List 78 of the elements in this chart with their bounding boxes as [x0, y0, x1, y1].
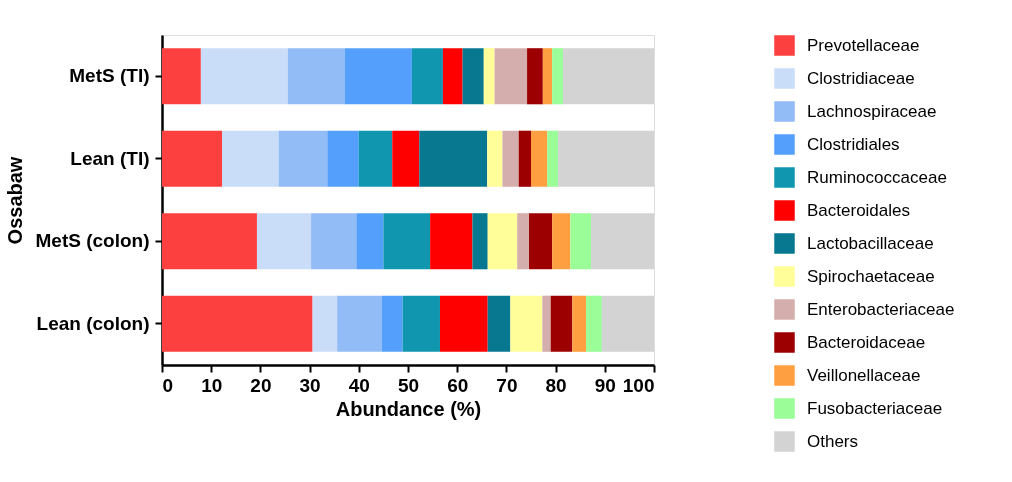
legend-label: Prevotellaceae: [807, 35, 920, 55]
x-tick-label: 60: [447, 374, 469, 396]
bar: [256, 213, 312, 270]
bar: [494, 48, 528, 105]
bar: [547, 130, 559, 187]
bar: [586, 295, 602, 352]
bar: [162, 295, 313, 352]
x-tick-label: 0: [162, 374, 174, 396]
legend-label: Bacteroidales: [807, 200, 911, 220]
bar: [570, 213, 592, 270]
y-tick-label: Lean (colon): [36, 312, 150, 334]
bar: [419, 130, 488, 187]
legend-label: Bacteroidaceae: [807, 332, 926, 352]
bar: [529, 213, 553, 270]
x-tick-label: 70: [496, 374, 518, 396]
bar: [327, 130, 359, 187]
bar: [552, 48, 563, 105]
x-axis-title: Abundance (%): [335, 397, 482, 420]
bar: [311, 213, 357, 270]
bar: [200, 48, 288, 105]
bar: [337, 295, 382, 352]
legend-label: Spirochaetaceae: [807, 266, 935, 286]
bar: [531, 130, 548, 187]
bar: [518, 130, 531, 187]
bar: [430, 213, 473, 270]
x-tick-label: 20: [250, 374, 272, 396]
bar: [542, 48, 553, 105]
bar: [487, 130, 503, 187]
bar: [356, 213, 384, 270]
legend-label: Clostridiaceae: [807, 68, 915, 88]
legend-label: Others: [807, 431, 859, 451]
bar: [162, 130, 223, 187]
bar: [287, 48, 345, 105]
bar: [358, 130, 393, 187]
bar: [517, 213, 530, 270]
bar: [483, 48, 495, 105]
bar: [411, 48, 443, 105]
bar: [472, 213, 488, 270]
bar: [312, 295, 338, 352]
legend-label: Veillonellaceae: [807, 365, 921, 385]
y-axis-title: Ossabaw: [3, 156, 26, 245]
legend-label: Lactobacillaceae: [807, 233, 934, 253]
bar: [383, 213, 431, 270]
bar: [572, 295, 587, 352]
bar: [162, 213, 257, 270]
bar: [552, 213, 571, 270]
bar: [542, 295, 551, 352]
bar: [344, 48, 412, 105]
legend-label: Clostridiales: [807, 134, 900, 154]
bar: [487, 213, 518, 270]
bar: [162, 48, 201, 105]
bar: [402, 295, 440, 352]
legend-label: Fusobacteriaceae: [807, 398, 943, 418]
bar: [487, 295, 511, 352]
bar: [550, 295, 573, 352]
bar: [462, 48, 484, 105]
bar: [442, 48, 463, 105]
x-tick-label: 30: [299, 374, 321, 396]
bar: [502, 130, 519, 187]
y-tick-label: MetS (TI): [69, 65, 150, 87]
x-tick-label: 50: [397, 374, 420, 396]
x-tick-label: 80: [545, 374, 567, 396]
x-tick-label: 10: [201, 374, 223, 396]
y-tick-label: Lean (TI): [70, 147, 150, 169]
legend-label: Enterobacteriaceae: [807, 299, 955, 319]
legend-label: Ruminococcaceae: [807, 167, 947, 187]
bar: [278, 130, 328, 187]
x-tick-label: 40: [348, 374, 370, 396]
bar: [392, 130, 420, 187]
bar: [381, 295, 403, 352]
bar: [439, 295, 488, 352]
legend-label: Lachnospiraceae: [807, 101, 937, 121]
bar: [527, 48, 543, 105]
x-tick-label: 100: [622, 374, 655, 396]
bar: [222, 130, 279, 187]
x-tick-label: 90: [594, 374, 616, 396]
y-tick-label: MetS (colon): [35, 230, 150, 252]
bar: [510, 295, 543, 352]
